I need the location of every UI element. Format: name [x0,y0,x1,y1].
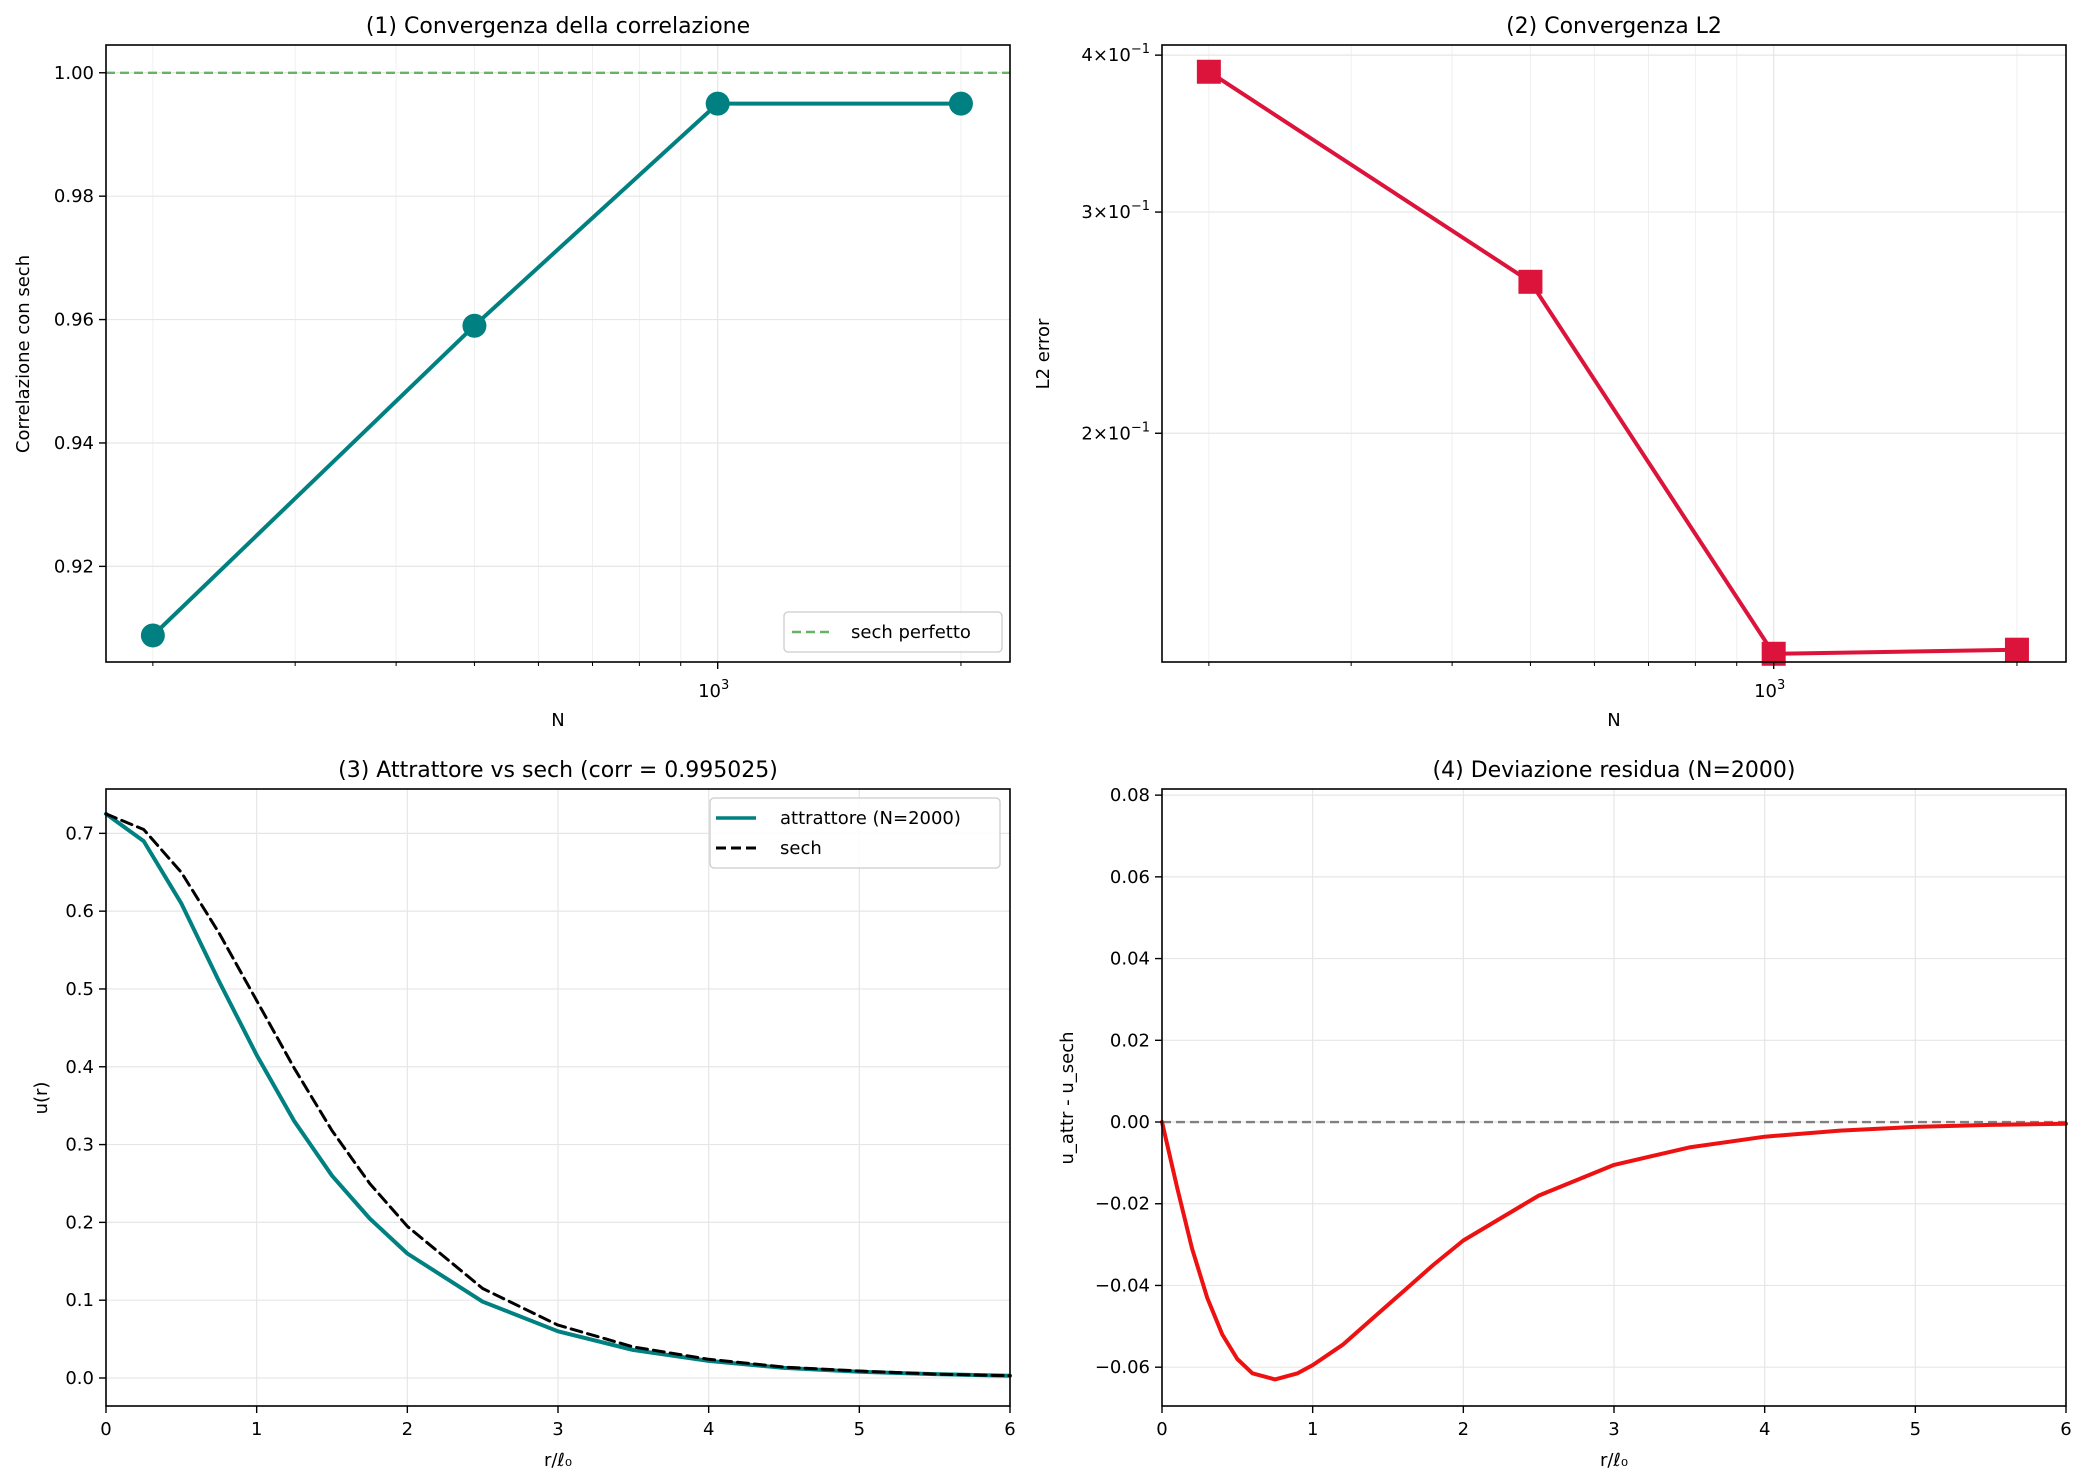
data-point-1-0-2 [705,91,730,116]
y-tick-label-1-0: 0.92 [54,556,94,577]
panel-attractor: 0 1 2 3 4 5 6 0.0 0.1 0.2 0.3 0.4 0.5 0.6 0.7 (3) Attr… [31,758,1016,1471]
chart-title-2: (2) Convergenza L2 [1506,14,1722,39]
chart-title-3: (3) Attrattore vs sech (corr = 0.995025) [338,758,778,783]
ticks-4: 0 1 2 3 4 5 6 −0.06 −0.04 −0.02 0.00 0.02 0.04 0.06 0.… [1095,785,2072,1440]
y-tick-label-1-3: 0.98 [54,186,94,207]
series-4 [1160,1120,2068,1382]
data-point-2-0-0 [1196,59,1221,84]
y-axis-label-4: u_attr - u_sech [1057,1031,1078,1164]
x-tick-label-3-3: 3 [552,1419,563,1440]
x-axis-label-3: r/ℓ₀ [544,1450,572,1471]
y-axis-label-2: L2 error [1033,318,1054,389]
data-point-2-0-3 [2004,637,2029,662]
legend-1: sech perfetto [783,611,1003,653]
x-tick-label-3-0: 0 [100,1419,111,1440]
x-tick-label-4-3: 3 [1608,1419,1619,1440]
axes-frame-1 [105,44,1011,663]
ticks-3: 0 1 2 3 4 5 6 0.0 0.1 0.2 0.3 0.4 0.5 0.6 0.7 [65,823,1015,1440]
series-1 [140,91,973,648]
y-tick-label-4-3: 0.00 [1110,1112,1150,1133]
grid-2 [1162,45,2066,662]
x-tick-label-4-2: 2 [1458,1419,1469,1440]
y-tick-label-3-7: 0.7 [65,823,94,844]
x-tick-label-4-0: 0 [1156,1419,1167,1440]
data-point-1-0-0 [140,623,165,648]
y-tick-label-4-4: 0.02 [1110,1030,1150,1051]
y-tick-label-1-4: 1.00 [54,63,94,84]
legend-3: attrattore (N=2000) sech [709,797,1001,869]
y-tick-label-3-5: 0.5 [65,979,94,1000]
x-axis-label-1: N [551,710,564,731]
axes-frame-2 [1161,44,2067,663]
y-axis-label-3: u(r) [31,1082,52,1115]
grid-1 [106,45,1010,662]
y-tick-label-4-1: −0.04 [1095,1275,1150,1296]
series-line-2-0 [1206,69,2019,656]
grid-3 [105,789,1011,1406]
x-tick-label-3-2: 2 [402,1419,413,1440]
x-tick-label-3-6: 6 [1004,1419,1015,1440]
x-tick-label-3-5: 5 [854,1419,865,1440]
series-line-1-0 [150,101,963,638]
y-tick-label-4-7: 0.08 [1110,785,1150,806]
x-tick-label-3-1: 1 [251,1419,262,1440]
data-point-2-0-1 [1518,269,1543,294]
y-tick-label-4-2: −0.02 [1095,1194,1150,1215]
y-tick-label-3-4: 0.4 [65,1057,94,1078]
chart-title-4: (4) Deviazione residua (N=2000) [1433,758,1796,783]
y-tick-label-4-0: −0.06 [1095,1357,1150,1378]
legend-box-1 [783,611,1003,653]
y-tick-label-3-3: 0.3 [65,1135,94,1156]
x-axis-label-4: r/ℓ₀ [1600,1450,1628,1471]
y-tick-label-4-5: 0.04 [1110,949,1150,970]
x-tick-label-4-1: 1 [1307,1419,1318,1440]
legend-label-sech-perfetto: sech perfetto [851,622,971,643]
y-tick-label-1-1: 0.94 [54,433,94,454]
series-line-4-0 [1160,1120,2068,1382]
chart-title-1: (1) Convergenza della correlazione [366,14,750,39]
data-point-1-0-1 [462,313,487,338]
x-tick-label-4-5: 5 [1910,1419,1921,1440]
y-tick-label-3-2: 0.2 [65,1212,94,1233]
y-tick-label-3-6: 0.6 [65,901,94,922]
data-point-1-0-3 [948,91,973,116]
legend-label-sech: sech [780,838,822,859]
panel-deviation: 0 1 2 3 4 5 6 −0.06 −0.04 −0.02 0.00 0.02 0.04 0.06 0.… [1057,758,2072,1471]
legend-label-attrattore: attrattore (N=2000) [780,808,961,829]
y-tick-label-1-2: 0.96 [54,310,94,331]
y-axis-label-1: Correlazione con sech [13,255,34,453]
y-tick-label-4-6: 0.06 [1110,867,1150,888]
series-3 [104,811,1012,1378]
series-line-3-1 [104,812,1012,1378]
x-tick-label-4-6: 6 [2060,1419,2071,1440]
x-tick-label-4-4: 4 [1759,1419,1770,1440]
y-tick-label-3-1: 0.1 [65,1290,94,1311]
x-axis-label-2: N [1607,710,1620,731]
legend-box-3 [709,797,1001,869]
y-tick-label-3-0: 0.0 [65,1368,94,1389]
x-tick-label-3-4: 4 [703,1419,714,1440]
